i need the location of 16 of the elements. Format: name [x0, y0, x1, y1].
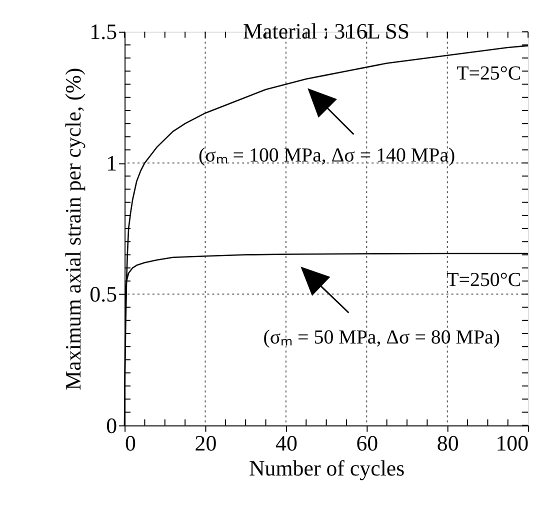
- x-tick-label: 60: [356, 430, 378, 456]
- x-axis-title: Number of cycles: [248, 456, 405, 481]
- y-tick-label: 0: [106, 412, 118, 438]
- y-tick-label: 0.5: [90, 282, 118, 307]
- annotation: T=25°C: [456, 62, 522, 85]
- x-tick-label: 0: [125, 430, 136, 456]
- y-tick-label: 1.5: [90, 19, 118, 44]
- x-tick-label: 80: [436, 430, 459, 456]
- y-axis-title: Maximum axial strain per cycle, (%): [60, 68, 86, 390]
- y-tick-label: 1: [106, 150, 118, 176]
- annotation: (σₘ = 100 MPa, Δσ = 140 MPa): [198, 144, 456, 166]
- x-tick-label: 20: [194, 430, 217, 456]
- annotation: T=250°C: [446, 268, 522, 291]
- annotation: (σₘ = 50 MPa, Δσ = 80 MPa): [263, 326, 500, 349]
- x-tick-label: 100: [496, 430, 529, 456]
- x-tick-label: 40: [276, 430, 298, 456]
